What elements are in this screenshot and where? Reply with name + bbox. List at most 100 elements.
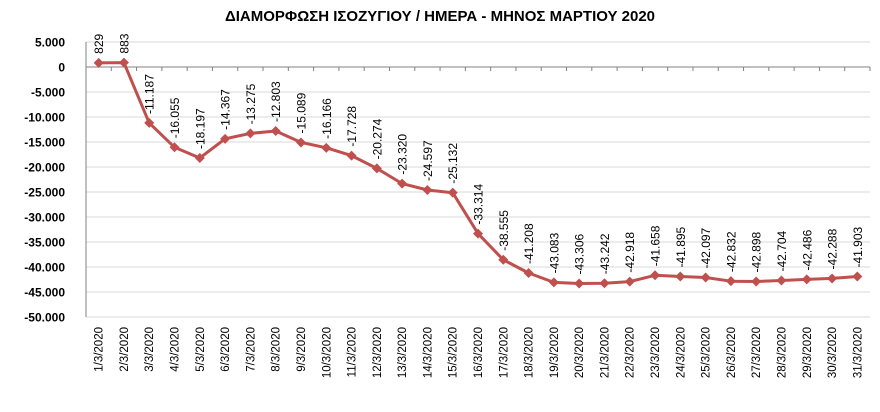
data-labels: 829 883 -11.187 -16.055 -18.197 -14.367 -13.27… (92, 33, 865, 274)
x-tick-label: 25/3/2020 (701, 327, 713, 378)
data-label: -33.314 (472, 184, 486, 225)
y-tick-label: -25.000 (24, 186, 65, 200)
x-tick-label: 16/3/2020 (473, 327, 485, 378)
x-tick-label: 28/3/2020 (776, 327, 788, 378)
data-point (447, 187, 458, 198)
y-tick-label: 0 (58, 61, 65, 75)
data-label: -14.367 (219, 89, 233, 130)
x-tick-label: 24/3/2020 (675, 327, 687, 378)
x-tick-label: 10/3/2020 (321, 327, 333, 378)
data-point (624, 276, 635, 287)
data-point (295, 137, 306, 148)
data-point (245, 128, 256, 139)
x-tick-label: 13/3/2020 (397, 327, 409, 378)
x-axis-ticks: 1/3/2020 2/3/2020 3/3/2020 4/3/2020 5/3/2020… (94, 327, 865, 378)
data-label: -20.274 (370, 118, 384, 159)
data-label: -43.306 (573, 234, 587, 275)
x-tick-label: 9/3/2020 (296, 327, 308, 372)
data-point (93, 57, 104, 68)
data-point (776, 275, 787, 286)
data-point (321, 142, 332, 153)
x-tick-label: 8/3/2020 (271, 327, 283, 372)
series-line (98, 61, 858, 285)
data-point (675, 271, 686, 282)
x-tick-label: 18/3/2020 (524, 327, 536, 378)
data-label: -41.895 (674, 226, 688, 267)
data-label: -12.803 (269, 81, 283, 122)
data-label: -43.242 (598, 233, 612, 274)
data-point (169, 142, 180, 153)
data-label: -16.166 (320, 98, 334, 139)
y-tick-label: -45.000 (24, 286, 65, 300)
x-tick-label: 12/3/2020 (372, 327, 384, 378)
y-tick-label: 5.000 (35, 36, 65, 50)
x-tick-label: 4/3/2020 (170, 327, 182, 372)
data-point (827, 273, 838, 284)
y-tick-label: -35.000 (24, 236, 65, 250)
data-label: -43.083 (547, 232, 561, 273)
y-tick-label: -10.000 (24, 111, 65, 125)
data-label: -17.728 (345, 106, 359, 147)
data-label: -41.208 (522, 223, 536, 264)
y-tick-label: -20.000 (24, 161, 65, 175)
x-tick-label: 31/3/2020 (852, 327, 864, 378)
data-point (650, 270, 661, 281)
data-point (473, 228, 483, 239)
x-tick-label: 6/3/2020 (220, 327, 232, 372)
data-point (548, 277, 559, 288)
data-label: -15.089 (294, 92, 308, 133)
data-point (397, 178, 408, 189)
x-tick-label: 7/3/2020 (245, 327, 257, 372)
x-tick-label: 3/3/2020 (144, 327, 156, 372)
data-point (118, 57, 129, 68)
data-point (270, 126, 281, 137)
data-point (220, 133, 231, 144)
data-point (498, 254, 509, 265)
axes (85, 42, 871, 317)
data-point (194, 152, 205, 163)
data-label: -18.197 (193, 108, 207, 149)
y-tick-label: -50.000 (24, 311, 65, 325)
y-tick-label: -15.000 (24, 136, 65, 150)
x-tick-label: 1/3/2020 (94, 327, 106, 372)
data-label: -38.555 (497, 210, 511, 251)
x-tick-label: 5/3/2020 (195, 327, 207, 372)
data-point (700, 272, 711, 283)
x-tick-label: 17/3/2020 (498, 327, 510, 378)
series-balance (93, 57, 863, 289)
data-label: -42.486 (800, 229, 814, 270)
data-point (346, 150, 357, 161)
data-label: -42.288 (826, 228, 840, 269)
x-tick-label: 26/3/2020 (726, 327, 738, 378)
x-tick-label: 19/3/2020 (549, 327, 561, 378)
data-point (371, 163, 382, 174)
x-tick-label: 2/3/2020 (119, 327, 131, 372)
data-label: -42.918 (623, 232, 637, 273)
data-label: -13.275 (244, 83, 258, 124)
data-label: -11.187 (143, 74, 157, 114)
y-tick-label: -5.000 (31, 86, 65, 100)
y-tick-label: -40.000 (24, 261, 65, 275)
data-label: 829 (92, 34, 106, 54)
data-point (852, 271, 863, 282)
y-tick-label: -30.000 (24, 211, 65, 225)
x-tick-label: 30/3/2020 (827, 327, 839, 378)
data-label: -42.832 (724, 231, 738, 272)
data-point (422, 184, 433, 195)
data-label: -41.903 (851, 226, 865, 267)
data-label: -42.704 (775, 230, 789, 271)
x-tick-label: 14/3/2020 (422, 327, 434, 378)
x-tick-label: 15/3/2020 (448, 327, 460, 378)
data-label: -42.097 (699, 227, 713, 268)
data-label: -16.055 (168, 97, 182, 138)
data-label: -42.898 (750, 231, 764, 272)
data-point (144, 117, 155, 128)
data-label: -25.132 (446, 143, 460, 184)
data-point (574, 278, 585, 289)
data-label: 883 (117, 33, 131, 53)
x-tick-label: 27/3/2020 (751, 327, 763, 378)
x-tick-label: 22/3/2020 (625, 327, 637, 378)
data-label: -23.320 (396, 134, 410, 175)
